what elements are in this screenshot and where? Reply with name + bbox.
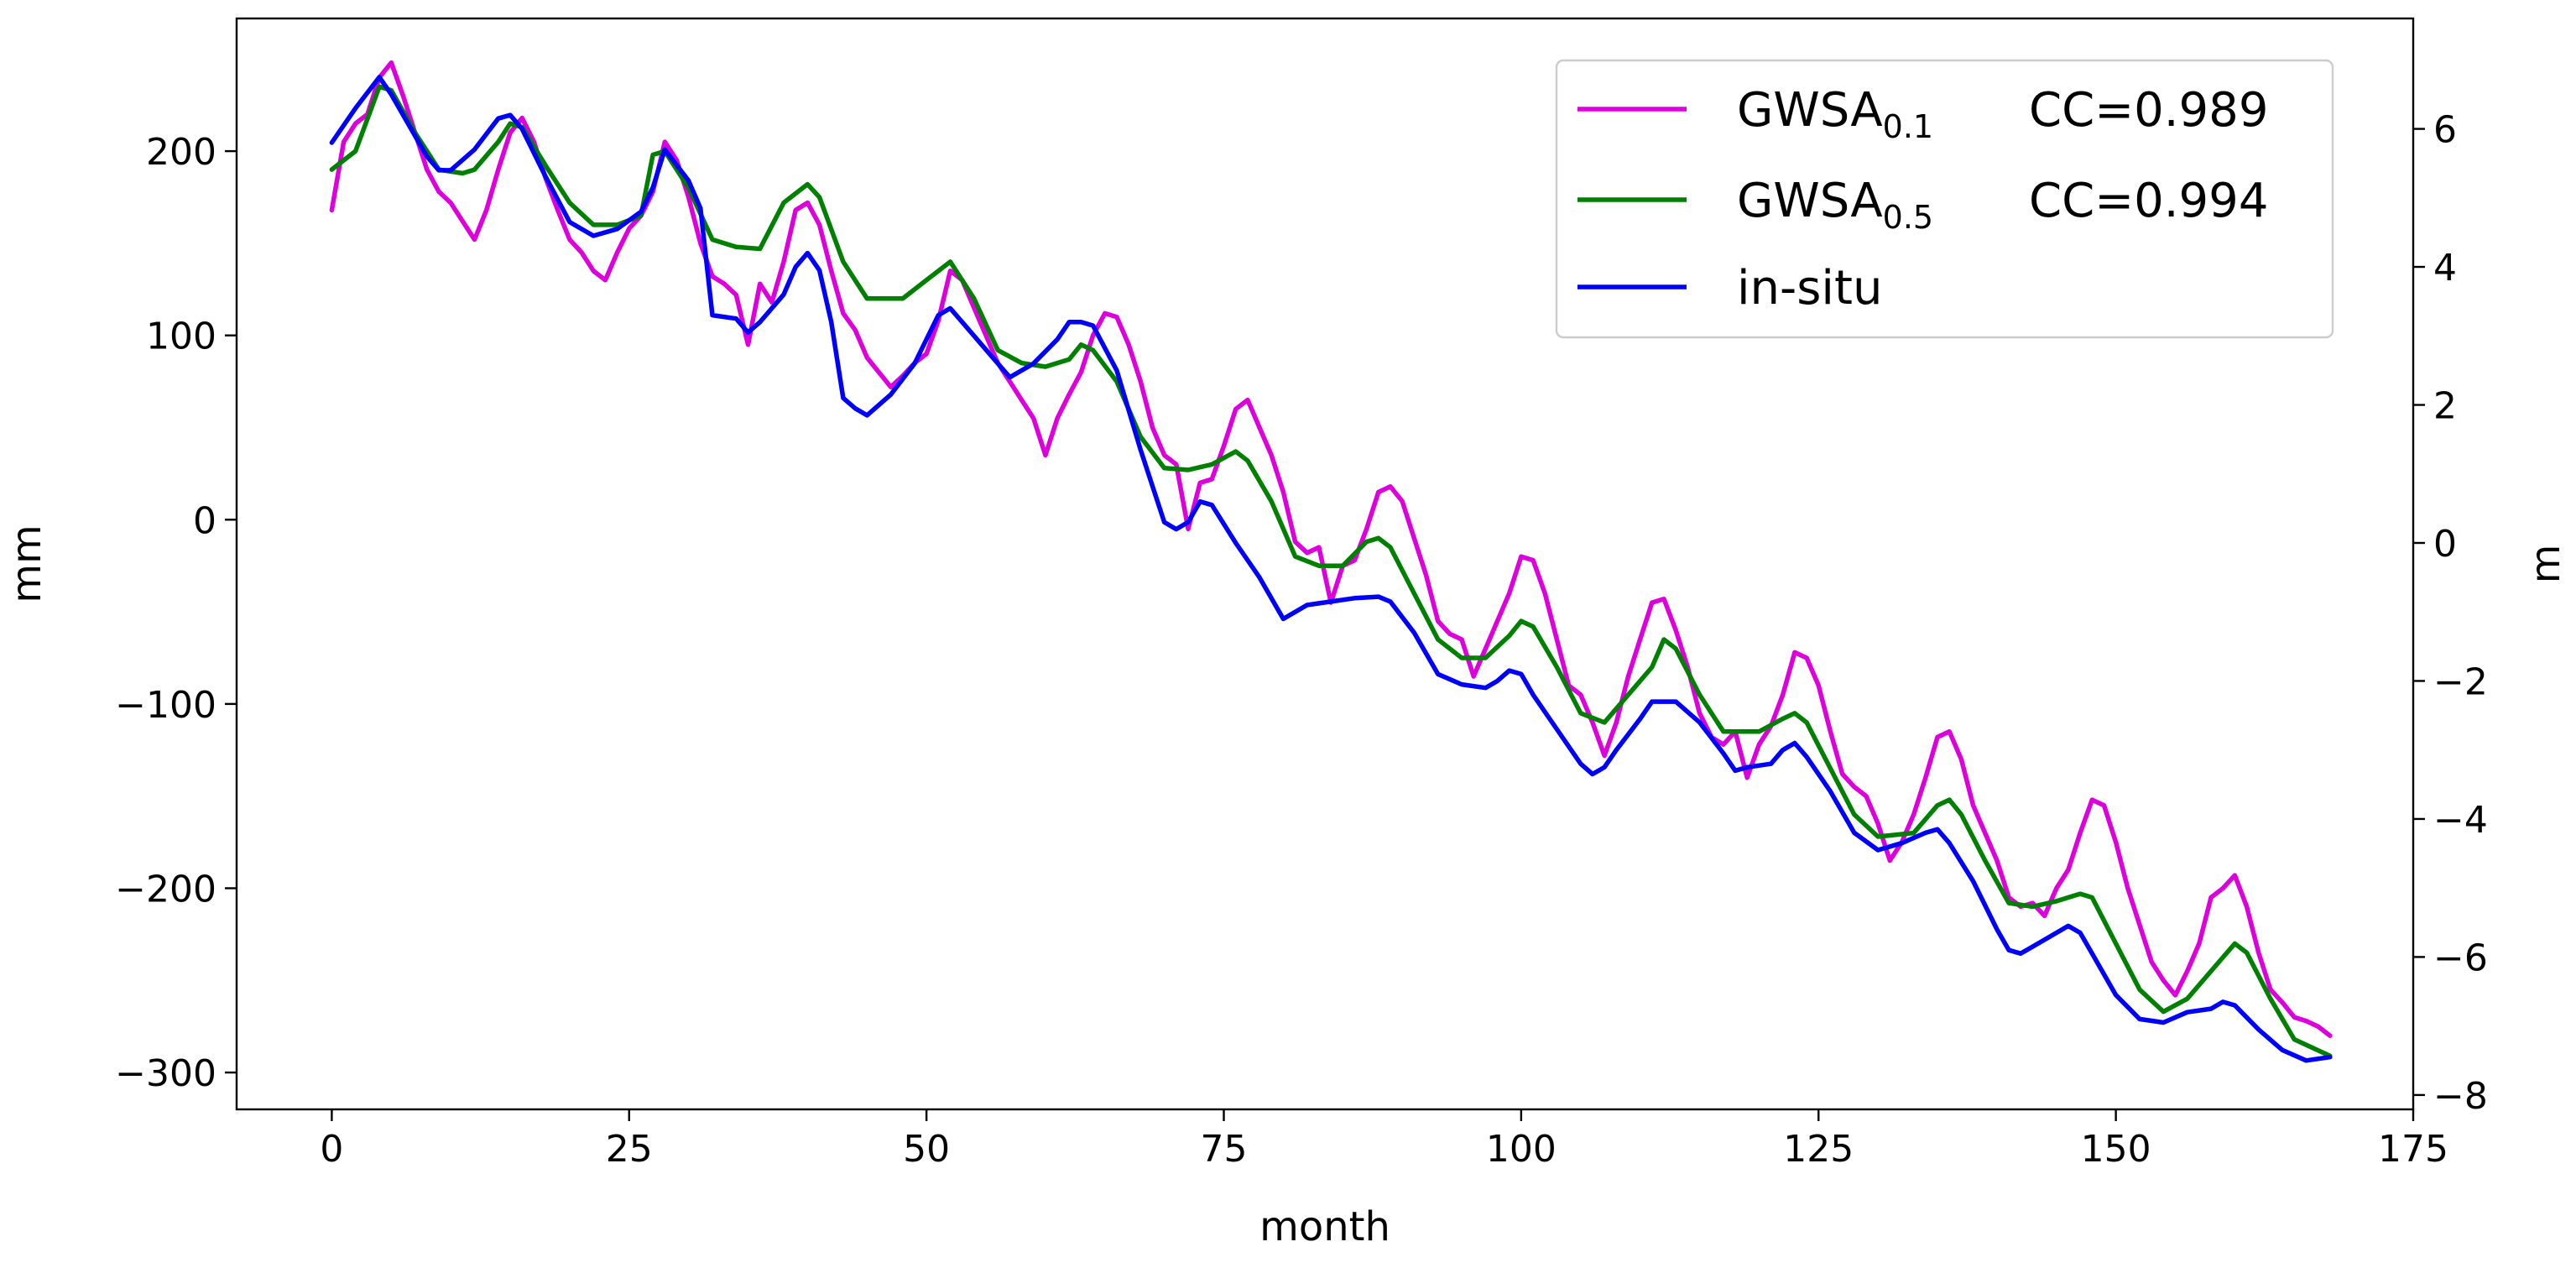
y2-tick-label: 0 bbox=[2433, 523, 2457, 566]
y-tick-label: −200 bbox=[115, 868, 216, 910]
y-tick-label: 0 bbox=[193, 499, 216, 542]
y-tick-label: 200 bbox=[146, 131, 216, 174]
y-tick-label: 100 bbox=[146, 316, 216, 358]
x-tick-label: 100 bbox=[1486, 1128, 1557, 1171]
y2-tick-label: 4 bbox=[2433, 247, 2457, 290]
legend-label-gwsa-0-5: GWSA0.5 bbox=[1737, 174, 1933, 236]
y-axis-label: mm bbox=[3, 524, 50, 603]
x-tick-label: 150 bbox=[2081, 1128, 2151, 1171]
legend-cc-gwsa-0-1: CC=0.989 bbox=[2029, 83, 2268, 138]
y-axis-left: 200 100 0 −100 −200 −300 bbox=[115, 131, 237, 1095]
series-line-gwsa-0-5 bbox=[329, 84, 2333, 1059]
series-layer bbox=[329, 60, 2333, 1063]
y2-tick-label: −6 bbox=[2433, 936, 2488, 979]
legend-box bbox=[1555, 59, 2334, 339]
legend-label-in-situ: in-situ bbox=[1737, 261, 1882, 316]
y-axis-right: 6 4 2 0 −2 −4 −6 −8 bbox=[2413, 109, 2488, 1118]
x-axis: 0 25 50 75 100 125 150 175 bbox=[320, 1109, 2448, 1171]
y2-axis-label: m bbox=[2522, 545, 2569, 584]
y-tick-label: −300 bbox=[115, 1052, 216, 1095]
y2-tick-label: 6 bbox=[2433, 109, 2457, 152]
legend-cc-gwsa-0-5: CC=0.994 bbox=[2029, 174, 2268, 228]
plot-frame bbox=[235, 17, 2415, 1111]
y2-tick-label: −8 bbox=[2433, 1075, 2488, 1118]
x-tick-label: 175 bbox=[2378, 1128, 2448, 1171]
x-axis-label: month bbox=[1259, 1203, 1390, 1250]
y-tick-label: −100 bbox=[115, 684, 216, 727]
x-tick-label: 0 bbox=[320, 1128, 343, 1171]
y2-tick-label: 2 bbox=[2433, 385, 2457, 428]
legend-label-gwsa-0-1: GWSA0.1 bbox=[1737, 83, 1933, 145]
x-tick-label: 125 bbox=[1783, 1128, 1854, 1171]
y2-tick-label: −4 bbox=[2433, 799, 2488, 842]
y2-tick-label: −2 bbox=[2433, 660, 2488, 703]
x-tick-label: 50 bbox=[903, 1128, 950, 1171]
x-tick-label: 25 bbox=[606, 1128, 653, 1171]
legend: GWSA0.1 CC=0.989 GWSA0.5 CC=0.994 in-sit… bbox=[1555, 59, 2334, 339]
x-tick-label: 75 bbox=[1201, 1128, 1248, 1171]
series-line-in-situ bbox=[329, 75, 2333, 1063]
